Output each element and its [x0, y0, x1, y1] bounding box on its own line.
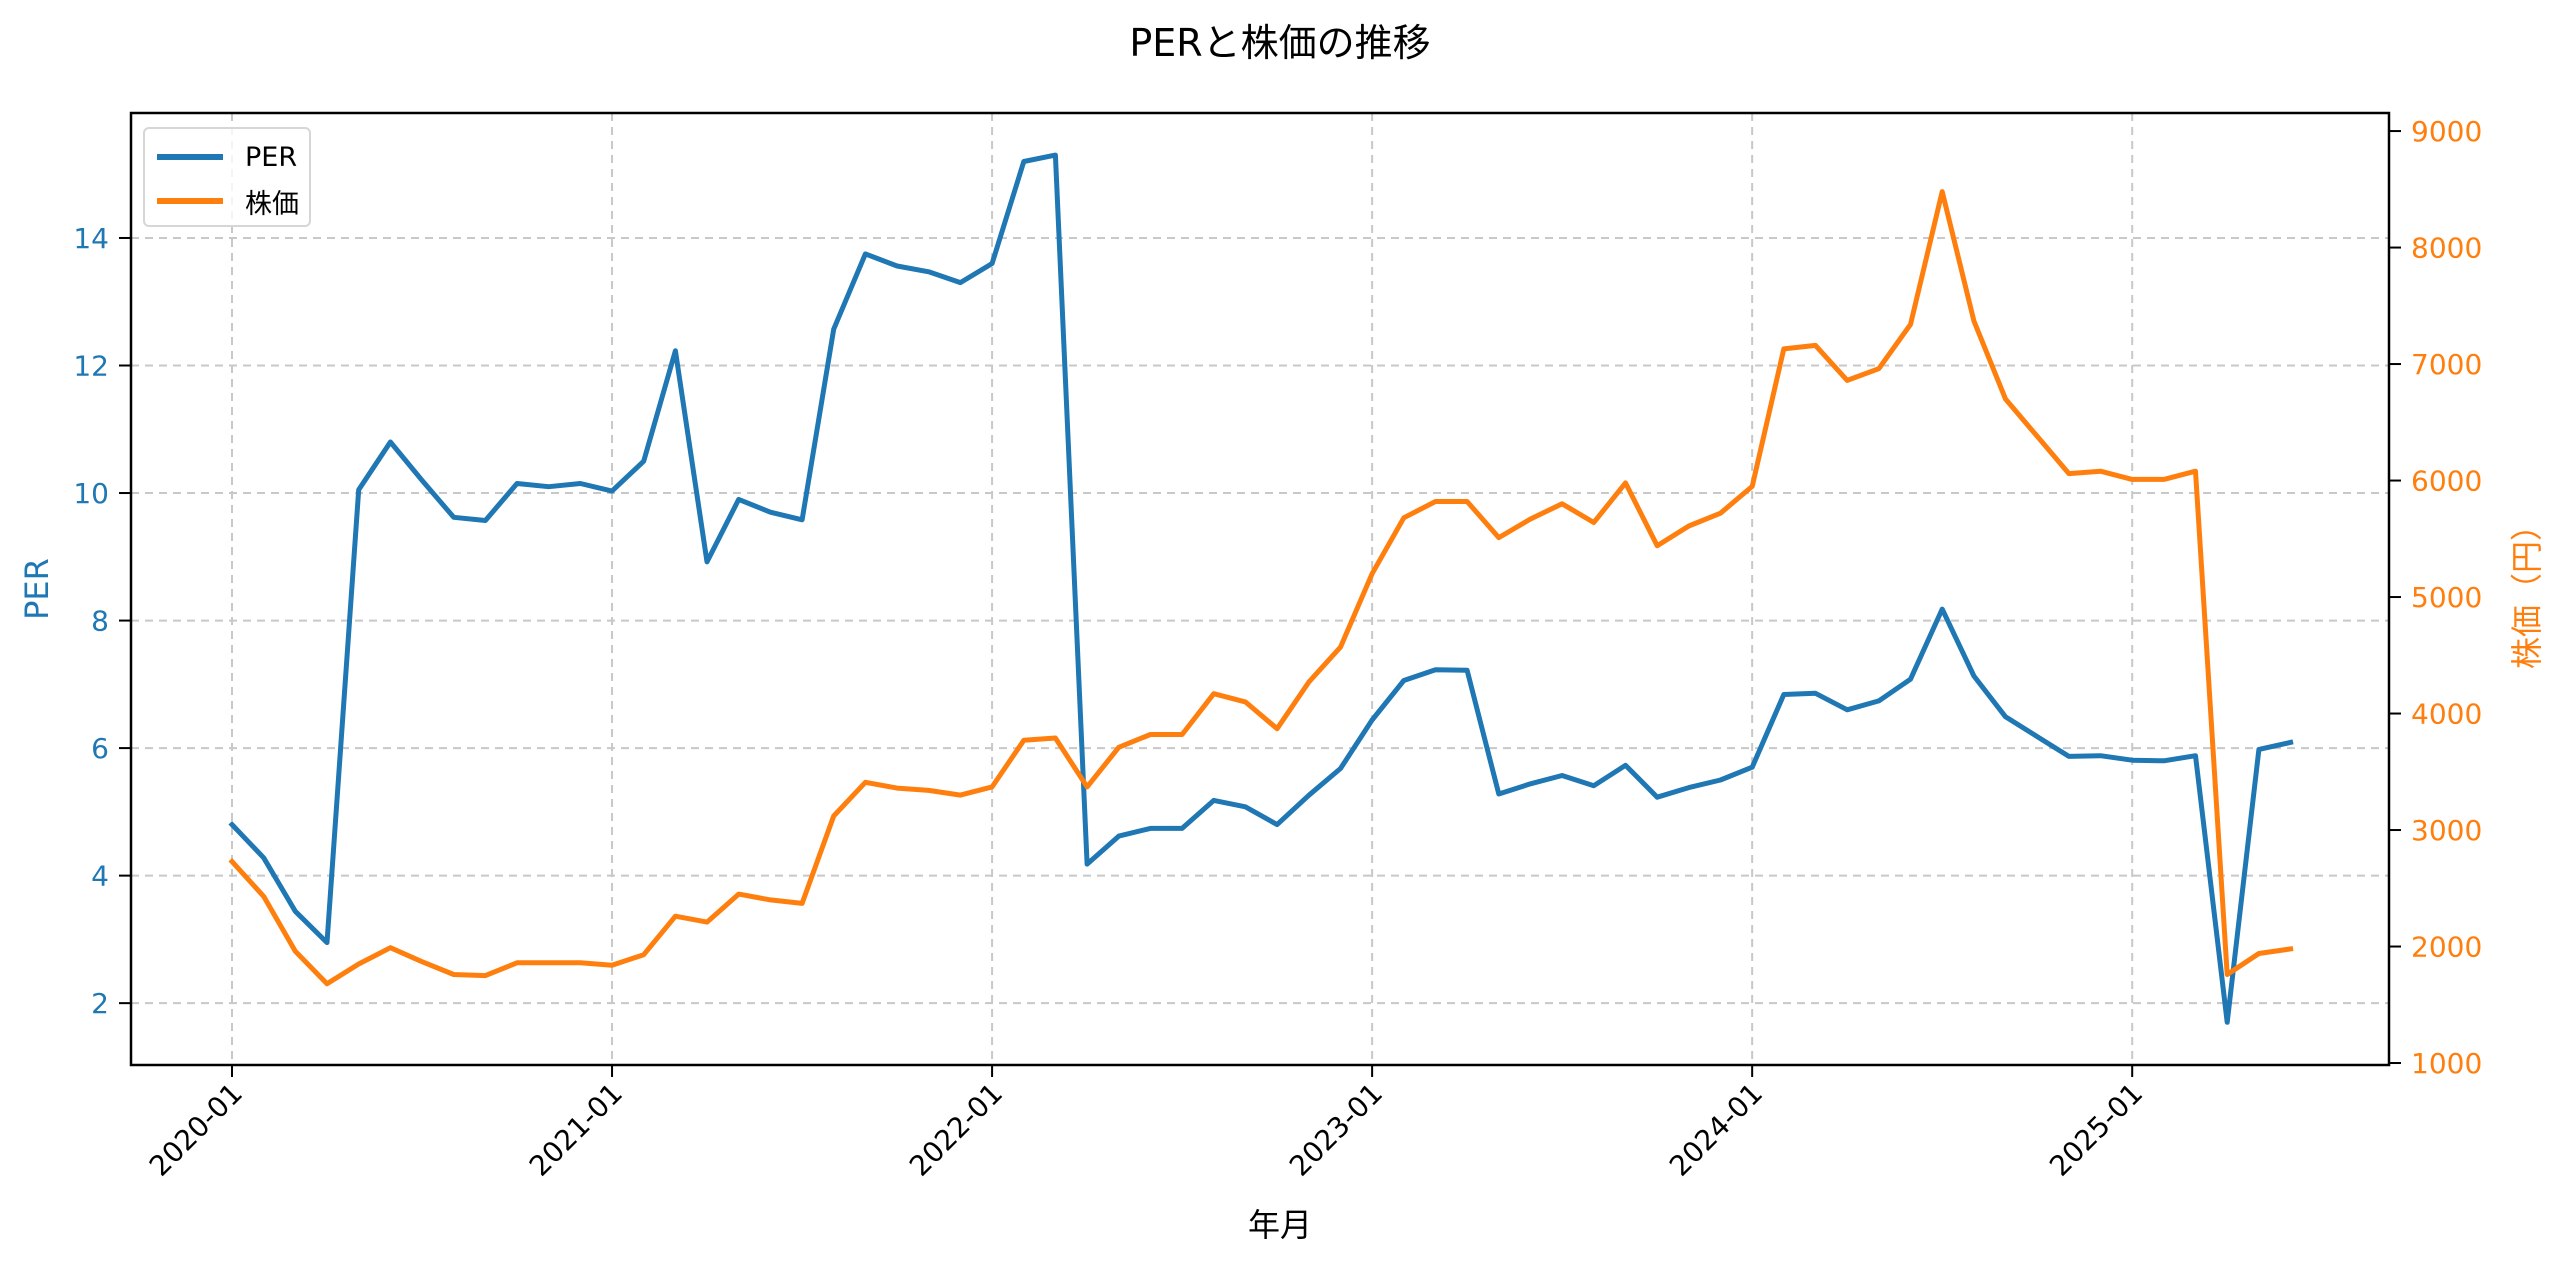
y-tick-label-left: 4: [91, 860, 109, 893]
y-tick-label-right: 8000: [2411, 232, 2482, 265]
legend-item-per: PER: [157, 137, 297, 177]
y-tick-label-right: 9000: [2411, 115, 2482, 148]
y-tick-label-right: 1000: [2411, 1047, 2482, 1080]
y-tick-label-right: 5000: [2411, 581, 2482, 614]
grid-lines: [131, 113, 2389, 1065]
y-tick-label-left: 12: [73, 350, 109, 383]
chart-title: PERと株価の推移: [1129, 21, 1431, 65]
axes: 2020-01 2021-01 2022-01 2023-01 2024-01 2025-…: [73, 115, 2482, 1183]
x-axis-label: 年月: [1247, 1206, 1312, 1244]
y-tick-label-left: 6: [91, 732, 109, 765]
legend-label-price: 株価: [245, 188, 299, 220]
y-axis-label-left: PER: [18, 558, 56, 620]
y-tick-label-right: 2000: [2411, 931, 2482, 964]
per-line: [228, 152, 2294, 1025]
x-tick-label: 2022-01: [903, 1077, 1009, 1183]
series-lines: [228, 152, 2294, 1025]
x-tick-label: 2023-01: [1283, 1077, 1389, 1183]
y-axis-label-right: 株価（円）: [2508, 508, 2546, 670]
legend-swatch-price: [157, 198, 223, 204]
y-tick-label-left: 2: [91, 987, 109, 1020]
y-tick-label-right: 4000: [2411, 698, 2482, 731]
legend-swatch-per: [157, 154, 223, 160]
y-tick-label-right: 6000: [2411, 465, 2482, 498]
legend-item-price: 株価: [157, 181, 299, 221]
legend: PER 株価: [143, 127, 311, 227]
x-tick-label: 2024-01: [1663, 1077, 1769, 1183]
x-tick-label: 2020-01: [143, 1077, 249, 1183]
y-tick-label-left: 10: [73, 477, 109, 510]
plot-frame: [129, 111, 2391, 1067]
y-tick-label-right: 3000: [2411, 814, 2482, 847]
y-tick-label-right: 7000: [2411, 348, 2482, 381]
x-tick-label: 2025-01: [2043, 1077, 2149, 1183]
y-tick-label-left: 8: [91, 605, 109, 638]
y-tick-label-left: 14: [73, 222, 109, 255]
price-line: [228, 189, 2294, 987]
x-tick-label: 2021-01: [523, 1077, 629, 1183]
legend-label-per: PER: [245, 141, 298, 173]
